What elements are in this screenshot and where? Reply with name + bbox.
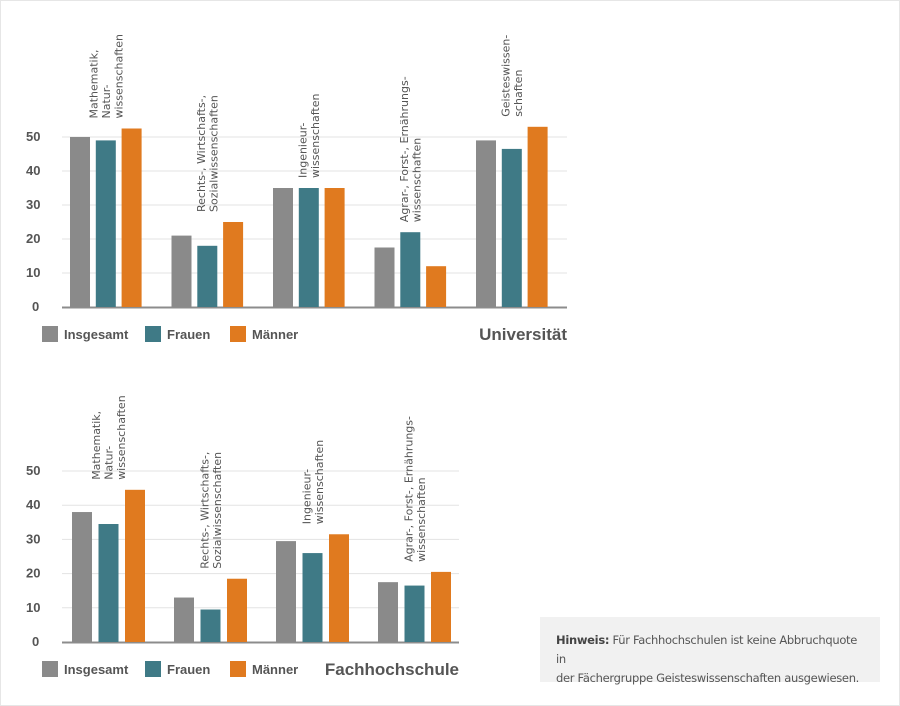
- uni-y-tick-label: 40: [26, 163, 40, 178]
- uni-y-tick-label: 20: [26, 231, 40, 246]
- fh-legend-label: Männer: [252, 662, 298, 677]
- fh-bar-frauen: [404, 585, 425, 642]
- fh-legend-label: Frauen: [167, 662, 210, 677]
- fh-panel-title: Fachhochschule: [325, 660, 459, 679]
- uni-category-label: Rechts-, Wirtschafts-,: [195, 95, 208, 212]
- fh-bar-maenner: [227, 578, 247, 642]
- uni-bar-frauen: [298, 188, 319, 307]
- fh-legend-label: Insgesamt: [64, 662, 129, 677]
- uni-legend-swatch: [145, 326, 161, 342]
- note-text-line2: der Fächergruppe Geisteswissenschaften a…: [556, 671, 860, 685]
- fh-bar-insgesamt: [378, 582, 398, 642]
- fh-y-tick-label: 20: [26, 566, 40, 581]
- fh-category-label: Rechts-, Wirtschafts-,: [198, 452, 211, 569]
- fh-y-tick-label: 40: [26, 497, 40, 512]
- uni-bar-frauen: [501, 148, 522, 307]
- fh-bar-frauen: [200, 609, 221, 642]
- note-box: Hinweis: Für Fachhochschulen ist keine A…: [540, 617, 880, 685]
- uni-category-label: Natur-: [100, 84, 113, 118]
- uni-chart: 0 10 20 30 40 50 Mathematik, Natur-wissenschaft…: [26, 34, 567, 344]
- uni-y-tick-label: 30: [26, 197, 40, 212]
- fh-y-tick-label: 0: [32, 634, 39, 649]
- uni-bar-insgesamt: [374, 247, 395, 307]
- uni-legend-label: Insgesamt: [64, 327, 129, 342]
- fh-bar-frauen: [98, 524, 119, 642]
- fh-bar-insgesamt: [276, 541, 296, 642]
- note-text-line1: Für Fachhochschulen ist keine Abbruchquo…: [556, 633, 858, 666]
- fh-bar-insgesamt: [72, 512, 92, 642]
- fh-category-label: wissenschaften: [415, 477, 428, 562]
- uni-legend-swatch: [42, 326, 58, 342]
- uni-bar-maenner: [223, 222, 244, 307]
- uni-category-label: Ingenieur-: [297, 122, 310, 178]
- uni-bar-insgesamt: [171, 235, 192, 307]
- fh-y-tick-label: 30: [26, 531, 40, 546]
- fh-chart: 0 10 20 30 40 50 Mathematik, Natur-wissenschaft…: [26, 395, 459, 679]
- uni-category-label: wissenschaften: [309, 93, 322, 178]
- fh-legend-swatch: [145, 661, 161, 677]
- uni-category-label: Geisteswissen-: [500, 35, 513, 117]
- fh-category-label: Mathematik,: [90, 411, 103, 480]
- uni-bar-frauen: [197, 245, 218, 307]
- uni-bar-insgesamt: [273, 188, 293, 307]
- fh-category-label: Ingenieur-: [300, 469, 313, 525]
- uni-legend-label: Männer: [252, 327, 298, 342]
- uni-bar-frauen: [400, 232, 421, 307]
- fh-bar-maenner: [431, 571, 451, 642]
- uni-category-label: Sozialwissenschaften: [208, 95, 221, 212]
- note-label: Hinweis:: [556, 633, 610, 647]
- fh-category-label: Natur-: [103, 446, 116, 480]
- uni-panel-title: Universität: [479, 325, 567, 344]
- uni-category-label: schaften: [512, 70, 525, 117]
- fh-y-tick-label: 10: [26, 600, 40, 615]
- uni-legend-label: Frauen: [167, 327, 210, 342]
- uni-bar-maenner: [527, 126, 548, 307]
- uni-bar-maenner: [324, 188, 345, 307]
- fh-category-label: Sozialwissenschaften: [211, 452, 224, 569]
- fh-bar-maenner: [329, 534, 349, 642]
- uni-y-tick-label: 50: [26, 129, 40, 144]
- uni-category-label: wissenschaften: [411, 138, 424, 223]
- uni-category-label: Mathematik,: [87, 50, 100, 119]
- uni-bar-insgesamt: [70, 137, 90, 307]
- fh-category-label: wissenschaften: [313, 440, 326, 525]
- fh-y-tick-label: 50: [26, 463, 40, 478]
- fh-legend-swatch: [230, 661, 246, 677]
- fh-bar-frauen: [302, 553, 323, 642]
- uni-category-label: wissenschaften: [112, 34, 125, 119]
- fh-bar-insgesamt: [174, 597, 194, 642]
- uni-bar-frauen: [95, 140, 116, 307]
- uni-y-tick-label: 0: [32, 299, 39, 314]
- uni-bar-insgesamt: [476, 140, 496, 307]
- uni-bar-maenner: [426, 266, 447, 307]
- uni-bar-maenner: [121, 128, 142, 307]
- uni-category-label: Agrar-, Forst-, Ernährungs-: [398, 76, 411, 222]
- fh-category-label: wissenschaften: [115, 395, 128, 480]
- fh-bar-maenner: [125, 489, 145, 642]
- uni-legend-swatch: [230, 326, 246, 342]
- fh-legend-swatch: [42, 661, 58, 677]
- fh-category-label: Agrar-, Forst-, Ernährungs-: [402, 416, 415, 562]
- uni-y-tick-label: 10: [26, 265, 40, 280]
